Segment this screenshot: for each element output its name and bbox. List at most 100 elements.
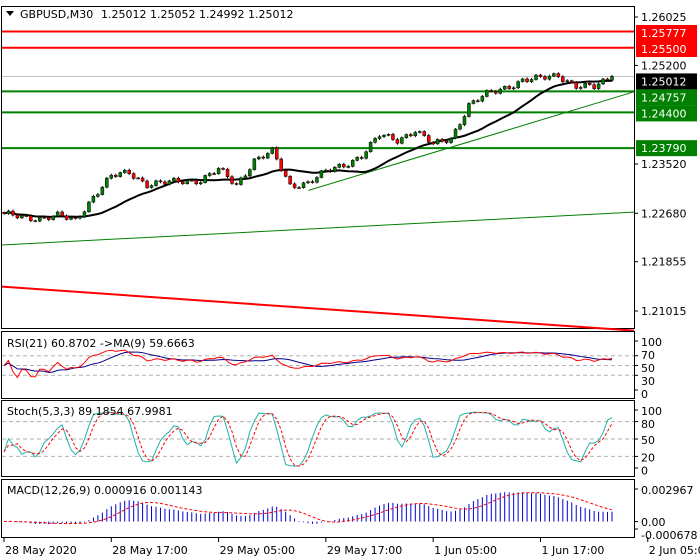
candle-body [601, 78, 605, 85]
candle-body [382, 135, 386, 137]
candle-body [502, 86, 507, 90]
candle-body [29, 215, 33, 222]
candle-body [190, 179, 194, 182]
candle-body [610, 76, 614, 81]
candle [230, 175, 234, 185]
candle-body [149, 185, 154, 188]
candle [377, 135, 382, 140]
candle [333, 166, 337, 173]
candle [476, 99, 480, 103]
rsi-tick-label: 0 [641, 388, 648, 401]
candle [485, 89, 489, 98]
candle [122, 168, 127, 174]
candle-body [346, 166, 350, 168]
candle-body [221, 168, 225, 170]
candle-body [301, 182, 306, 189]
candle-body [364, 151, 368, 159]
candle [60, 210, 64, 218]
price-level-badge [636, 89, 697, 106]
candle [525, 77, 529, 84]
candle-body [91, 196, 96, 203]
moving-average-line [3, 79, 613, 218]
candle [15, 213, 20, 220]
macd-tick-label: 0.00 [641, 516, 666, 529]
candle [592, 83, 596, 90]
candle [20, 214, 24, 219]
price-tick-label: 1.22680 [641, 207, 687, 220]
candle-body [234, 183, 239, 185]
candle-body [24, 215, 29, 217]
candle-body [131, 173, 136, 179]
candle-body [261, 156, 266, 159]
candle [435, 138, 440, 145]
price-tick-label: 1.23520 [641, 158, 687, 171]
candle-body [435, 139, 440, 145]
candle [288, 175, 292, 185]
candle [462, 114, 467, 127]
candle [42, 215, 46, 219]
candle [364, 150, 368, 160]
candle-body [543, 76, 547, 80]
candle-body [440, 139, 444, 142]
candle [78, 215, 82, 220]
candle [400, 136, 404, 145]
candle-body [127, 169, 131, 174]
candle [234, 182, 239, 186]
candle-body [248, 169, 252, 177]
price-level-badge [636, 140, 697, 157]
time-tick-label: 29 May 05:00 [220, 544, 295, 557]
candle-body [328, 169, 333, 172]
candle [127, 168, 131, 176]
candle-body [297, 187, 301, 189]
stoch-tick-label: 80 [641, 418, 655, 431]
candle-body [578, 87, 583, 89]
candle [565, 79, 570, 83]
candle-body [359, 157, 364, 159]
candle-body [55, 211, 60, 217]
candle-body [565, 80, 570, 82]
candle-body [109, 174, 114, 179]
candle [176, 176, 181, 184]
candle [105, 176, 109, 189]
candle [261, 155, 266, 160]
price-panel[interactable]: 1.26025 1.25777 1.25500 1.25200 1.25012 1.247… [1, 6, 698, 332]
rsi-label: RSI(21) 60.8702 ->MA(9) 59.6663 [7, 337, 195, 350]
candle [350, 159, 355, 168]
candle [391, 132, 395, 141]
time-tick-label: 1 Jun 05:00 [434, 544, 497, 557]
candle [216, 167, 221, 175]
candle [69, 216, 73, 221]
stoch-main-line [3, 411, 613, 467]
candle-body [20, 215, 24, 219]
triangle-down-icon[interactable] [6, 11, 14, 16]
candle-body [306, 181, 310, 184]
macd-panel[interactable]: 0.002967 0.00-0.000678 [1, 479, 698, 543]
stoch-tick-label: 0 [641, 464, 648, 477]
candle-body [395, 139, 400, 144]
candle [274, 146, 279, 161]
price-tick-label: 1.21015 [641, 305, 687, 318]
candle-body [404, 134, 409, 138]
rsi-tick-label: 70 [641, 349, 655, 362]
price-plot-area [1, 6, 635, 329]
candle-body [122, 169, 127, 173]
candle-body [538, 74, 543, 77]
candle [172, 177, 176, 183]
candle-body [511, 87, 516, 90]
candle-body [507, 86, 511, 89]
candle-body [350, 160, 355, 167]
candle [140, 176, 145, 183]
candle-body [51, 215, 55, 220]
candle [136, 176, 140, 180]
candle-body [480, 96, 485, 102]
candle [82, 210, 87, 218]
candle-body [266, 153, 270, 159]
candle-body [288, 176, 292, 185]
candle-body [78, 216, 82, 219]
trendline [1, 211, 635, 246]
candle [467, 102, 471, 118]
candle [552, 72, 556, 78]
